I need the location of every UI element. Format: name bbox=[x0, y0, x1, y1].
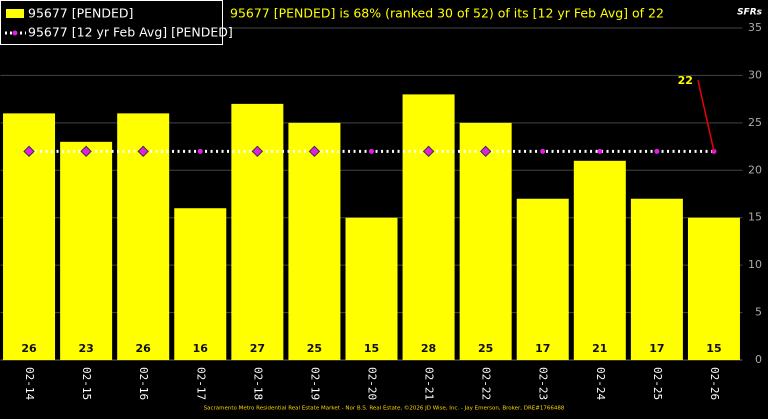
annotation-label: 22 bbox=[678, 74, 693, 87]
y-tick-label: 15 bbox=[748, 211, 762, 224]
legend-box bbox=[0, 0, 223, 45]
value-label: 17 bbox=[649, 342, 664, 355]
bar bbox=[687, 217, 740, 360]
average-marker bbox=[369, 148, 374, 154]
bar bbox=[231, 103, 284, 360]
x-tick-label: 02-25 bbox=[651, 367, 664, 400]
value-label: 17 bbox=[535, 342, 550, 355]
x-tick-label: 02-23 bbox=[537, 367, 550, 400]
value-label: 26 bbox=[136, 342, 152, 355]
average-marker bbox=[654, 148, 660, 154]
y-tick-label: 20 bbox=[748, 163, 762, 176]
legend-label: 95677 [PENDED] bbox=[28, 6, 133, 21]
annotation-line bbox=[697, 80, 715, 152]
value-label: 26 bbox=[21, 342, 37, 355]
x-tick-label: 02-18 bbox=[251, 367, 264, 400]
x-tick-label: 02-17 bbox=[194, 367, 207, 400]
legend-label: 95677 [12 yr Feb Avg] [PENDED] bbox=[28, 25, 233, 40]
bar bbox=[516, 198, 569, 360]
x-tick-label: 02-14 bbox=[23, 367, 36, 400]
average-marker bbox=[479, 145, 492, 158]
chart-title: 95677 [PENDED] is 68% (ranked 30 of 52) … bbox=[230, 6, 664, 21]
value-label: 27 bbox=[250, 342, 265, 355]
bar bbox=[288, 122, 341, 360]
y-axis-label: SFRs bbox=[737, 8, 763, 18]
y-tick-label: 5 bbox=[755, 306, 762, 319]
value-label: 15 bbox=[364, 342, 379, 355]
average-marker bbox=[80, 145, 92, 158]
x-tick-label: 02-24 bbox=[594, 367, 607, 400]
value-label: 15 bbox=[706, 342, 721, 355]
legend-swatch bbox=[6, 9, 24, 18]
bar bbox=[573, 160, 626, 360]
x-tick-label: 02-22 bbox=[480, 367, 493, 400]
x-tick-label: 02-15 bbox=[80, 367, 93, 400]
y-tick-label: 10 bbox=[748, 258, 762, 271]
y-tick-label: 30 bbox=[748, 68, 762, 81]
value-label: 23 bbox=[78, 342, 93, 355]
x-tick-label: 02-20 bbox=[366, 367, 379, 400]
average-marker bbox=[540, 148, 546, 154]
footer: Sacramento Metro Residential Real Estate… bbox=[204, 405, 565, 412]
y-tick-label: 35 bbox=[748, 21, 762, 34]
bar bbox=[174, 208, 227, 360]
x-tick-label: 02-26 bbox=[708, 367, 721, 400]
bar bbox=[60, 141, 113, 360]
average-marker bbox=[597, 148, 603, 154]
average-marker bbox=[308, 145, 321, 158]
value-label: 16 bbox=[193, 342, 209, 355]
value-label: 21 bbox=[592, 342, 607, 355]
average-marker bbox=[23, 145, 35, 158]
value-label: 28 bbox=[421, 342, 436, 355]
average-marker bbox=[251, 145, 264, 158]
average-marker bbox=[137, 145, 149, 158]
x-tick-label: 02-21 bbox=[423, 367, 436, 400]
y-tick-label: 25 bbox=[748, 116, 762, 129]
average-marker bbox=[197, 148, 203, 154]
x-tick-label: 02-16 bbox=[137, 367, 150, 400]
average-marker bbox=[422, 145, 435, 158]
bar bbox=[459, 122, 512, 360]
legend: 95677 [PENDED] 95677 [12 yr Feb Avg] [PE… bbox=[0, 0, 233, 45]
legend-marker bbox=[12, 30, 18, 36]
value-label: 25 bbox=[307, 342, 322, 355]
y-tick-label: 0 bbox=[755, 353, 762, 366]
bar bbox=[630, 198, 683, 360]
bar bbox=[402, 94, 455, 361]
bar bbox=[345, 217, 398, 360]
value-label: 25 bbox=[478, 342, 493, 355]
x-tick-label: 02-19 bbox=[308, 367, 321, 400]
